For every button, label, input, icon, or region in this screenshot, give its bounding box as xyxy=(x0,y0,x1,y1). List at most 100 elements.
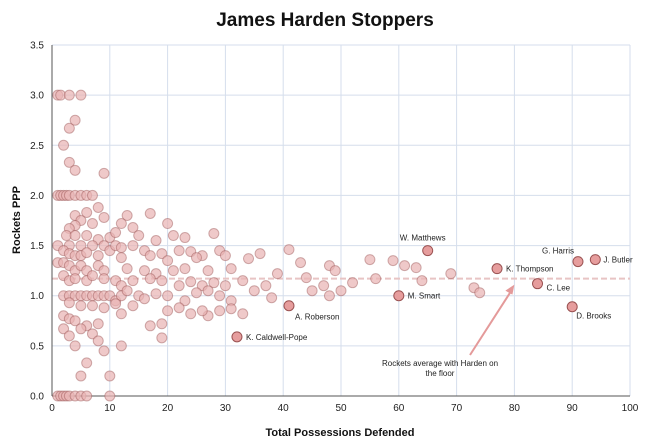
data-point xyxy=(237,308,249,320)
data-point xyxy=(370,273,382,285)
data-point xyxy=(98,167,110,179)
data-point xyxy=(179,263,191,275)
data-point xyxy=(110,227,122,239)
data-point xyxy=(185,276,197,288)
data-point xyxy=(179,295,191,307)
point-label: A. Roberson xyxy=(295,313,339,322)
data-point xyxy=(63,122,75,134)
data-point xyxy=(335,285,347,297)
y-tick-label: 2.0 xyxy=(30,191,44,202)
data-point xyxy=(127,240,139,252)
y-tick-label: 1.5 xyxy=(30,241,44,252)
data-point xyxy=(81,206,93,218)
data-point xyxy=(156,332,168,344)
data-point xyxy=(69,340,81,352)
y-tick-label: 3.5 xyxy=(30,41,44,52)
data-point xyxy=(121,209,133,221)
data-point xyxy=(81,247,93,259)
labeled-point xyxy=(422,245,434,257)
x-tick-label: 20 xyxy=(162,403,174,414)
data-point xyxy=(162,255,174,267)
point-label: M. Smart xyxy=(408,292,441,301)
data-point xyxy=(127,275,139,287)
data-point xyxy=(266,292,278,304)
x-axis-title: Total Possessions Defended xyxy=(266,427,415,439)
data-point xyxy=(243,253,255,265)
data-point xyxy=(225,263,237,275)
data-point xyxy=(86,300,98,312)
data-point xyxy=(191,287,202,299)
data-point xyxy=(399,260,411,272)
data-point xyxy=(121,263,133,275)
y-tick-label: 3.0 xyxy=(30,91,44,102)
data-point xyxy=(81,390,93,402)
x-tick-label: 60 xyxy=(393,403,405,414)
labeled-point xyxy=(231,331,243,343)
data-point xyxy=(416,275,428,287)
chart-title: James Harden Stoppers xyxy=(216,10,434,31)
data-point xyxy=(58,139,70,151)
data-point xyxy=(92,250,104,262)
x-tick-label: 100 xyxy=(622,403,639,414)
data-point xyxy=(318,280,330,292)
data-point xyxy=(86,240,98,252)
data-point xyxy=(167,265,179,277)
data-point xyxy=(364,254,376,266)
data-point xyxy=(445,268,457,280)
x-tick-label: 50 xyxy=(335,403,347,414)
data-point xyxy=(167,230,179,242)
labeled-points: W. Matthews G. Harris J. Butler K. Thompson… xyxy=(231,234,633,343)
data-point xyxy=(347,277,359,289)
data-point xyxy=(115,252,127,264)
data-point xyxy=(214,290,226,302)
data-point xyxy=(162,290,174,302)
y-axis-title: Rockets PPP xyxy=(11,186,23,254)
data-point xyxy=(86,189,98,201)
data-point xyxy=(260,280,272,292)
annotation-text: the floor xyxy=(426,369,455,378)
point-label: G. Harris xyxy=(542,247,574,256)
data-point xyxy=(173,280,185,292)
x-tick-label: 40 xyxy=(278,403,290,414)
data-point xyxy=(110,298,122,310)
data-point xyxy=(474,287,486,299)
x-tick-label: 10 xyxy=(104,403,116,414)
data-point xyxy=(69,315,81,327)
point-label: D. Brooks xyxy=(576,312,611,321)
data-point xyxy=(69,273,81,285)
y-tick-label: 0.0 xyxy=(30,392,44,403)
data-points xyxy=(52,89,486,402)
point-label: K. Caldwell-Pope xyxy=(246,333,308,342)
data-point xyxy=(98,302,110,314)
data-point xyxy=(306,285,318,297)
labeled-point xyxy=(566,301,578,313)
data-point xyxy=(156,248,168,260)
data-point xyxy=(75,323,87,335)
x-tick-label: 90 xyxy=(567,403,579,414)
x-tick-label: 0 xyxy=(49,403,55,414)
data-point xyxy=(127,300,139,312)
labeled-point xyxy=(589,254,601,266)
grid xyxy=(51,44,631,397)
data-point xyxy=(69,114,81,126)
data-point xyxy=(208,228,220,240)
data-point xyxy=(75,89,87,101)
data-point xyxy=(387,255,399,267)
data-point xyxy=(144,273,156,285)
data-point xyxy=(150,288,162,300)
data-point xyxy=(150,235,162,247)
data-point xyxy=(144,320,156,332)
data-point xyxy=(295,257,307,269)
data-point xyxy=(173,245,185,257)
annotation-text: Rockets average with Harden on xyxy=(382,359,498,368)
data-point xyxy=(202,265,214,277)
data-point xyxy=(98,345,110,357)
data-point xyxy=(58,323,70,335)
data-point xyxy=(63,156,75,168)
data-point xyxy=(115,218,127,230)
data-point xyxy=(329,265,341,277)
data-point xyxy=(191,252,202,264)
data-point xyxy=(98,273,110,285)
